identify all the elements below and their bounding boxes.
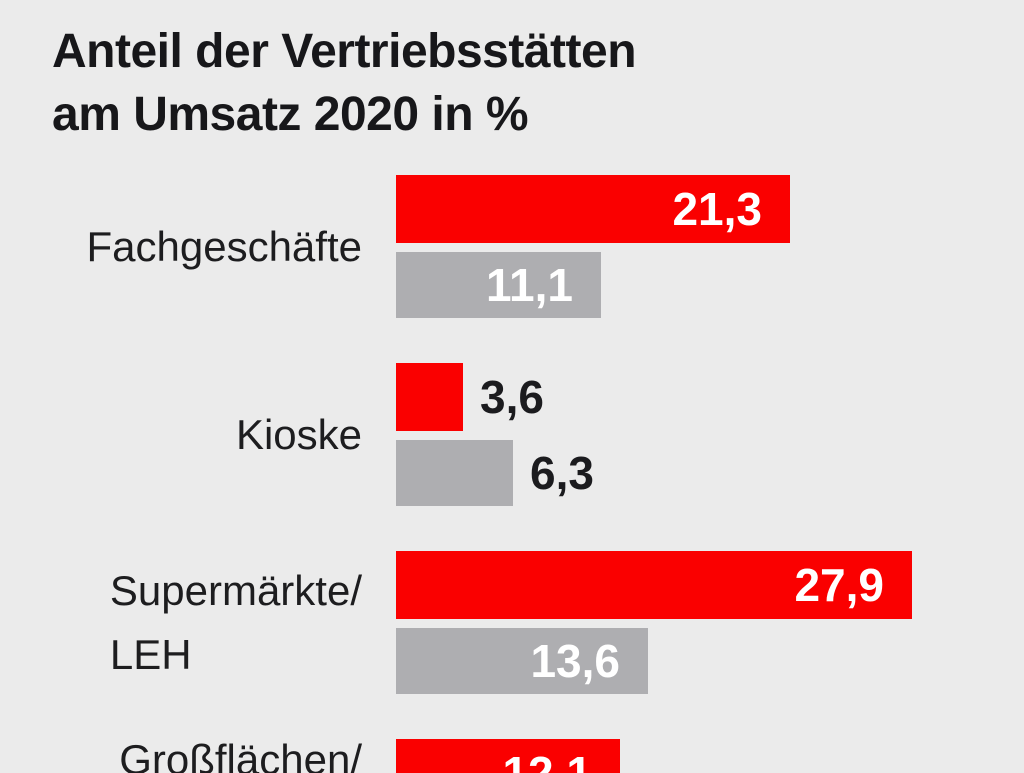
bar-value-label: 12,1 xyxy=(502,747,592,773)
category-labelbox: Kioske xyxy=(0,363,362,506)
bar-group: 21,3 11,1 xyxy=(396,175,790,318)
bar-red-grossflaechen: 12,1 xyxy=(396,739,620,773)
category-labelbox: Fachgeschäfte xyxy=(0,175,362,318)
bar-group: 12,1 xyxy=(396,739,620,773)
bar-value-label: 6,3 xyxy=(530,447,594,499)
category-label-fachgeschaefte: Fachgeschäfte xyxy=(86,222,362,270)
chart-title-line-2: am Umsatz 2020 in % xyxy=(52,88,529,141)
chart-row-fachgeschaefte: Fachgeschäfte 21,3 11,1 xyxy=(0,175,1024,318)
bar-red-kioske xyxy=(396,363,463,431)
chart-title: Anteil der Vertriebsstätten am Umsatz 20… xyxy=(52,20,637,146)
bar-value-label: 13,6 xyxy=(530,635,620,687)
chart-title-line-1: Anteil der Vertriebsstätten xyxy=(52,25,637,78)
bar-value-label: 3,6 xyxy=(480,371,544,423)
bar-line: 6,3 xyxy=(396,440,594,506)
category-label-line-1: Supermärkte/ xyxy=(109,566,362,614)
category-label-grossflaechen: Großflächen/ xyxy=(119,736,362,773)
category-label-kioske: Kioske xyxy=(235,410,362,458)
category-labelbox: Großflächen/ xyxy=(0,736,362,773)
category-label-supermaerkte-leh: Supermärkte/ LEH xyxy=(110,559,362,687)
bar-value-label: 21,3 xyxy=(672,183,762,235)
category-label-line-2: LEH xyxy=(109,630,192,678)
chart-row-grossflaechen: Großflächen/ 12,1 xyxy=(0,736,1024,773)
bar-group: 3,6 6,3 xyxy=(396,363,594,506)
bar-group: 27,9 13,6 xyxy=(396,551,912,694)
bar-gray-supermaerkte-leh: 13,6 xyxy=(396,628,648,694)
bar-red-fachgeschaefte: 21,3 xyxy=(396,175,790,243)
bar-line: 3,6 xyxy=(396,363,594,431)
bar-value-label: 27,9 xyxy=(794,559,884,611)
bar-red-supermaerkte-leh: 27,9 xyxy=(396,551,912,619)
bar-value-label: 11,1 xyxy=(486,259,573,311)
bar-gray-kioske xyxy=(396,440,513,506)
category-labelbox: Supermärkte/ LEH xyxy=(0,551,362,694)
chart-row-kioske: Kioske 3,6 6,3 xyxy=(0,363,1024,506)
chart-row-supermaerkte-leh: Supermärkte/ LEH 27,9 13,6 xyxy=(0,551,1024,694)
bar-gray-fachgeschaefte: 11,1 xyxy=(396,252,601,318)
